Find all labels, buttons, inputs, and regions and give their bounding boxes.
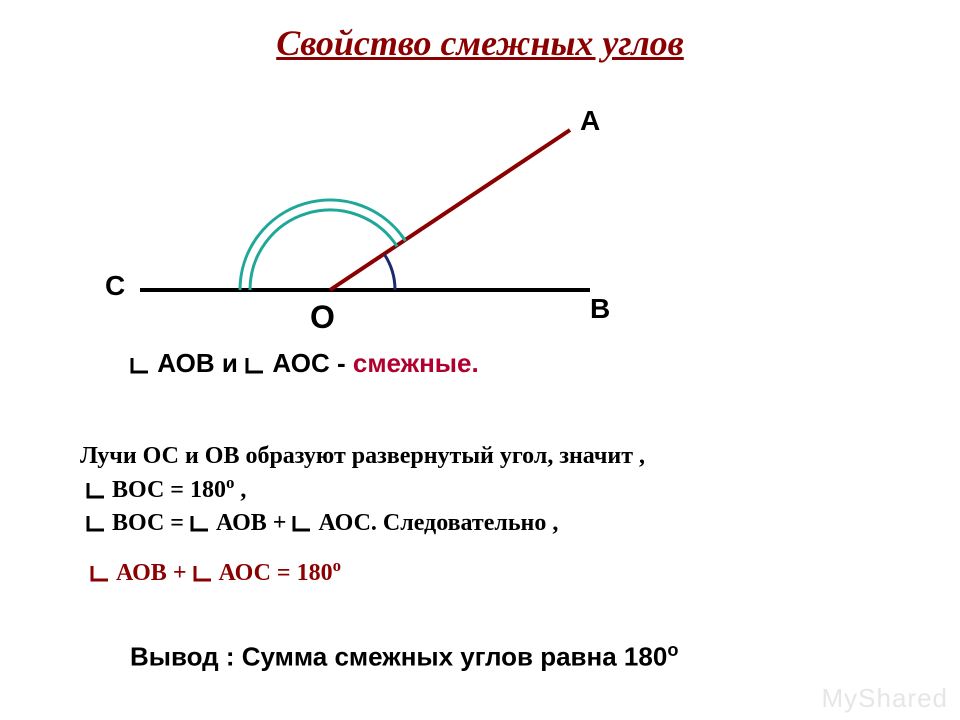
angle-diagram: А В С О: [70, 100, 630, 330]
svg-text:С: С: [105, 270, 125, 301]
watermark: MyShared: [822, 683, 949, 714]
title-text: Свойство смежных углов: [276, 23, 684, 63]
page-title: Свойство смежных углов: [0, 22, 960, 64]
watermark-text: MyShared: [822, 683, 949, 713]
proof-paragraph: Лучи ОС и ОВ образуют развернутый угол, …: [80, 440, 900, 539]
svg-text:В: В: [590, 293, 610, 324]
angle-sum-equation: АОВ + АОС = 180о: [90, 556, 341, 587]
conclusion-line: Вывод : Сумма смежных углов равна 180о: [130, 640, 678, 673]
svg-text:О: О: [310, 299, 335, 330]
svg-text:А: А: [580, 105, 600, 136]
adjacent-statement: АОВ и АОС - смежные.: [130, 348, 479, 379]
